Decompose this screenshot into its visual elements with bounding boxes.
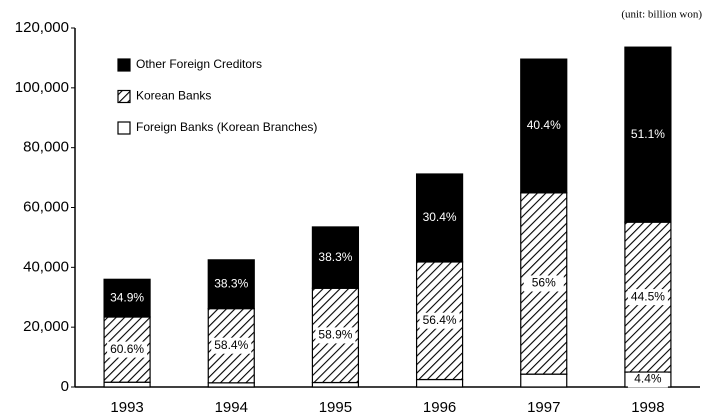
value-label: 34.9% <box>110 290 144 304</box>
value-label: 58.9% <box>318 328 352 342</box>
y-tick-label: 80,000 <box>23 139 69 156</box>
bar-segment <box>415 173 464 263</box>
value-label: 38.3% <box>318 250 352 264</box>
bar-segment <box>207 259 255 310</box>
y-tick-label: 60,000 <box>23 198 69 215</box>
legend-swatch <box>117 58 131 72</box>
unit-note: (unit: billion won) <box>621 9 702 21</box>
y-tick-label: 20,000 <box>23 318 69 335</box>
label-bg <box>315 327 356 344</box>
value-label: 51.1% <box>631 127 665 141</box>
bar-segment <box>311 226 360 289</box>
label-bg <box>627 289 668 306</box>
bar-segment <box>103 381 151 388</box>
x-tick-label: 1995 <box>319 399 352 416</box>
label-bg <box>523 275 564 292</box>
value-label: 4.4% <box>634 372 662 386</box>
x-tick-label: 1997 <box>527 399 560 416</box>
value-label: 60.6% <box>110 342 144 356</box>
value-label: 56.4% <box>423 313 457 327</box>
bar-segment <box>207 382 255 388</box>
label-bg <box>107 341 148 358</box>
bar-segment <box>311 381 360 388</box>
legend-label: Korean Banks <box>136 89 211 103</box>
y-tick-label: 0 <box>61 378 69 395</box>
y-tick-label: 40,000 <box>23 258 69 275</box>
y-tick-label: 100,000 <box>15 79 69 96</box>
value-label: 38.3% <box>214 276 248 290</box>
value-label: 44.5% <box>631 289 665 303</box>
value-label: 58.4% <box>214 338 248 352</box>
x-tick-label: 1998 <box>631 399 664 416</box>
x-tick-label: 1996 <box>423 399 456 416</box>
value-label: 30.4% <box>423 210 457 224</box>
label-bg <box>627 371 668 388</box>
label-bg <box>211 337 252 354</box>
bar-segment <box>520 373 568 388</box>
legend-swatch <box>117 121 131 135</box>
bar-segment <box>624 46 672 223</box>
x-tick-label: 1994 <box>215 399 248 416</box>
bar-segment <box>103 278 151 318</box>
value-label: 56% <box>532 276 556 290</box>
bar-segment <box>520 58 568 194</box>
y-tick-label: 120,000 <box>15 19 69 36</box>
bar-segment <box>415 378 464 388</box>
legend-label: Other Foreign Creditors <box>136 57 262 71</box>
legend-swatch <box>117 89 131 104</box>
value-label: 40.4% <box>527 118 561 132</box>
legend-label: Foreign Banks (Korean Branches) <box>136 120 317 134</box>
label-bg <box>419 312 460 329</box>
x-tick-label: 1993 <box>110 399 143 416</box>
